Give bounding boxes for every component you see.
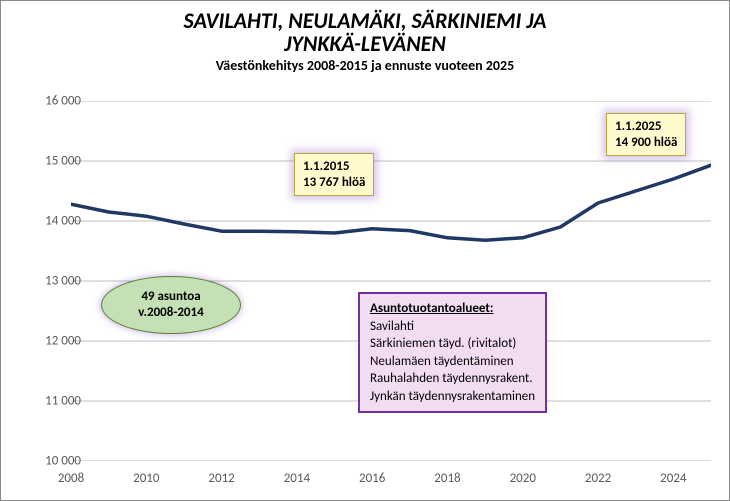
y-tick-label: 15 000 (45, 154, 81, 169)
callout-2015: 1.1.2015 13 767 hlöä (294, 153, 374, 196)
x-tick-label: 2016 (359, 471, 385, 486)
y-tick-label: 14 000 (45, 214, 81, 229)
area-item-1: Särkiniemen täyd. (rivitalot) (370, 335, 535, 353)
callout-2025: 1.1.2025 14 900 hlöä (606, 113, 686, 156)
callout-areas: Asuntotuotantoalueet: Savilahti Särkinie… (358, 292, 547, 413)
callout-2015-value: 13 767 hlöä (303, 175, 365, 191)
title-line2: JYNKKÄ-LEVÄNEN (284, 30, 446, 57)
housing-count-line1: 49 asuntoa (118, 289, 224, 305)
area-item-3: Rauhalahden täydennysrakent. (370, 370, 535, 388)
y-tick-label: 10 000 (45, 454, 81, 469)
x-tick-label: 2018 (434, 471, 460, 486)
callout-2025-date: 1.1.2025 (615, 119, 677, 135)
x-tick-label: 2008 (58, 471, 84, 486)
y-tick-label: 16 000 (45, 94, 81, 109)
area-item-2: Neulamäen täydentäminen (370, 353, 535, 371)
callout-2015-date: 1.1.2015 (303, 159, 365, 175)
chart-title: SAVILAHTI, NEULAMÄKI, SÄRKINIEMI JA JYNK… (1, 9, 729, 55)
area-item-0: Savilahti (370, 318, 535, 336)
chart-subtitle: Väestönkehitys 2008-2015 ja ennuste vuot… (1, 57, 729, 74)
callout-housing-count: 49 asuntoa v.2008-2014 (101, 276, 241, 334)
y-tick-label: 13 000 (45, 274, 81, 289)
areas-heading: Asuntotuotantoalueet: (370, 300, 535, 318)
x-tick-label: 2012 (208, 471, 234, 486)
x-tick-label: 2014 (284, 471, 310, 486)
data-line (71, 165, 711, 240)
x-tick-label: 2020 (510, 471, 536, 486)
chart-container: SAVILAHTI, NEULAMÄKI, SÄRKINIEMI JA JYNK… (0, 0, 730, 501)
y-tick-label: 11 000 (45, 394, 81, 409)
housing-count-line2: v.2008-2014 (118, 305, 224, 321)
y-tick-label: 12 000 (45, 334, 81, 349)
x-tick-label: 2022 (585, 471, 611, 486)
area-item-4: Jynkän täydennysrakentaminen (370, 388, 535, 406)
callout-2025-value: 14 900 hlöä (615, 135, 677, 151)
x-tick-label: 2010 (133, 471, 159, 486)
x-tick-label: 2024 (660, 471, 686, 486)
